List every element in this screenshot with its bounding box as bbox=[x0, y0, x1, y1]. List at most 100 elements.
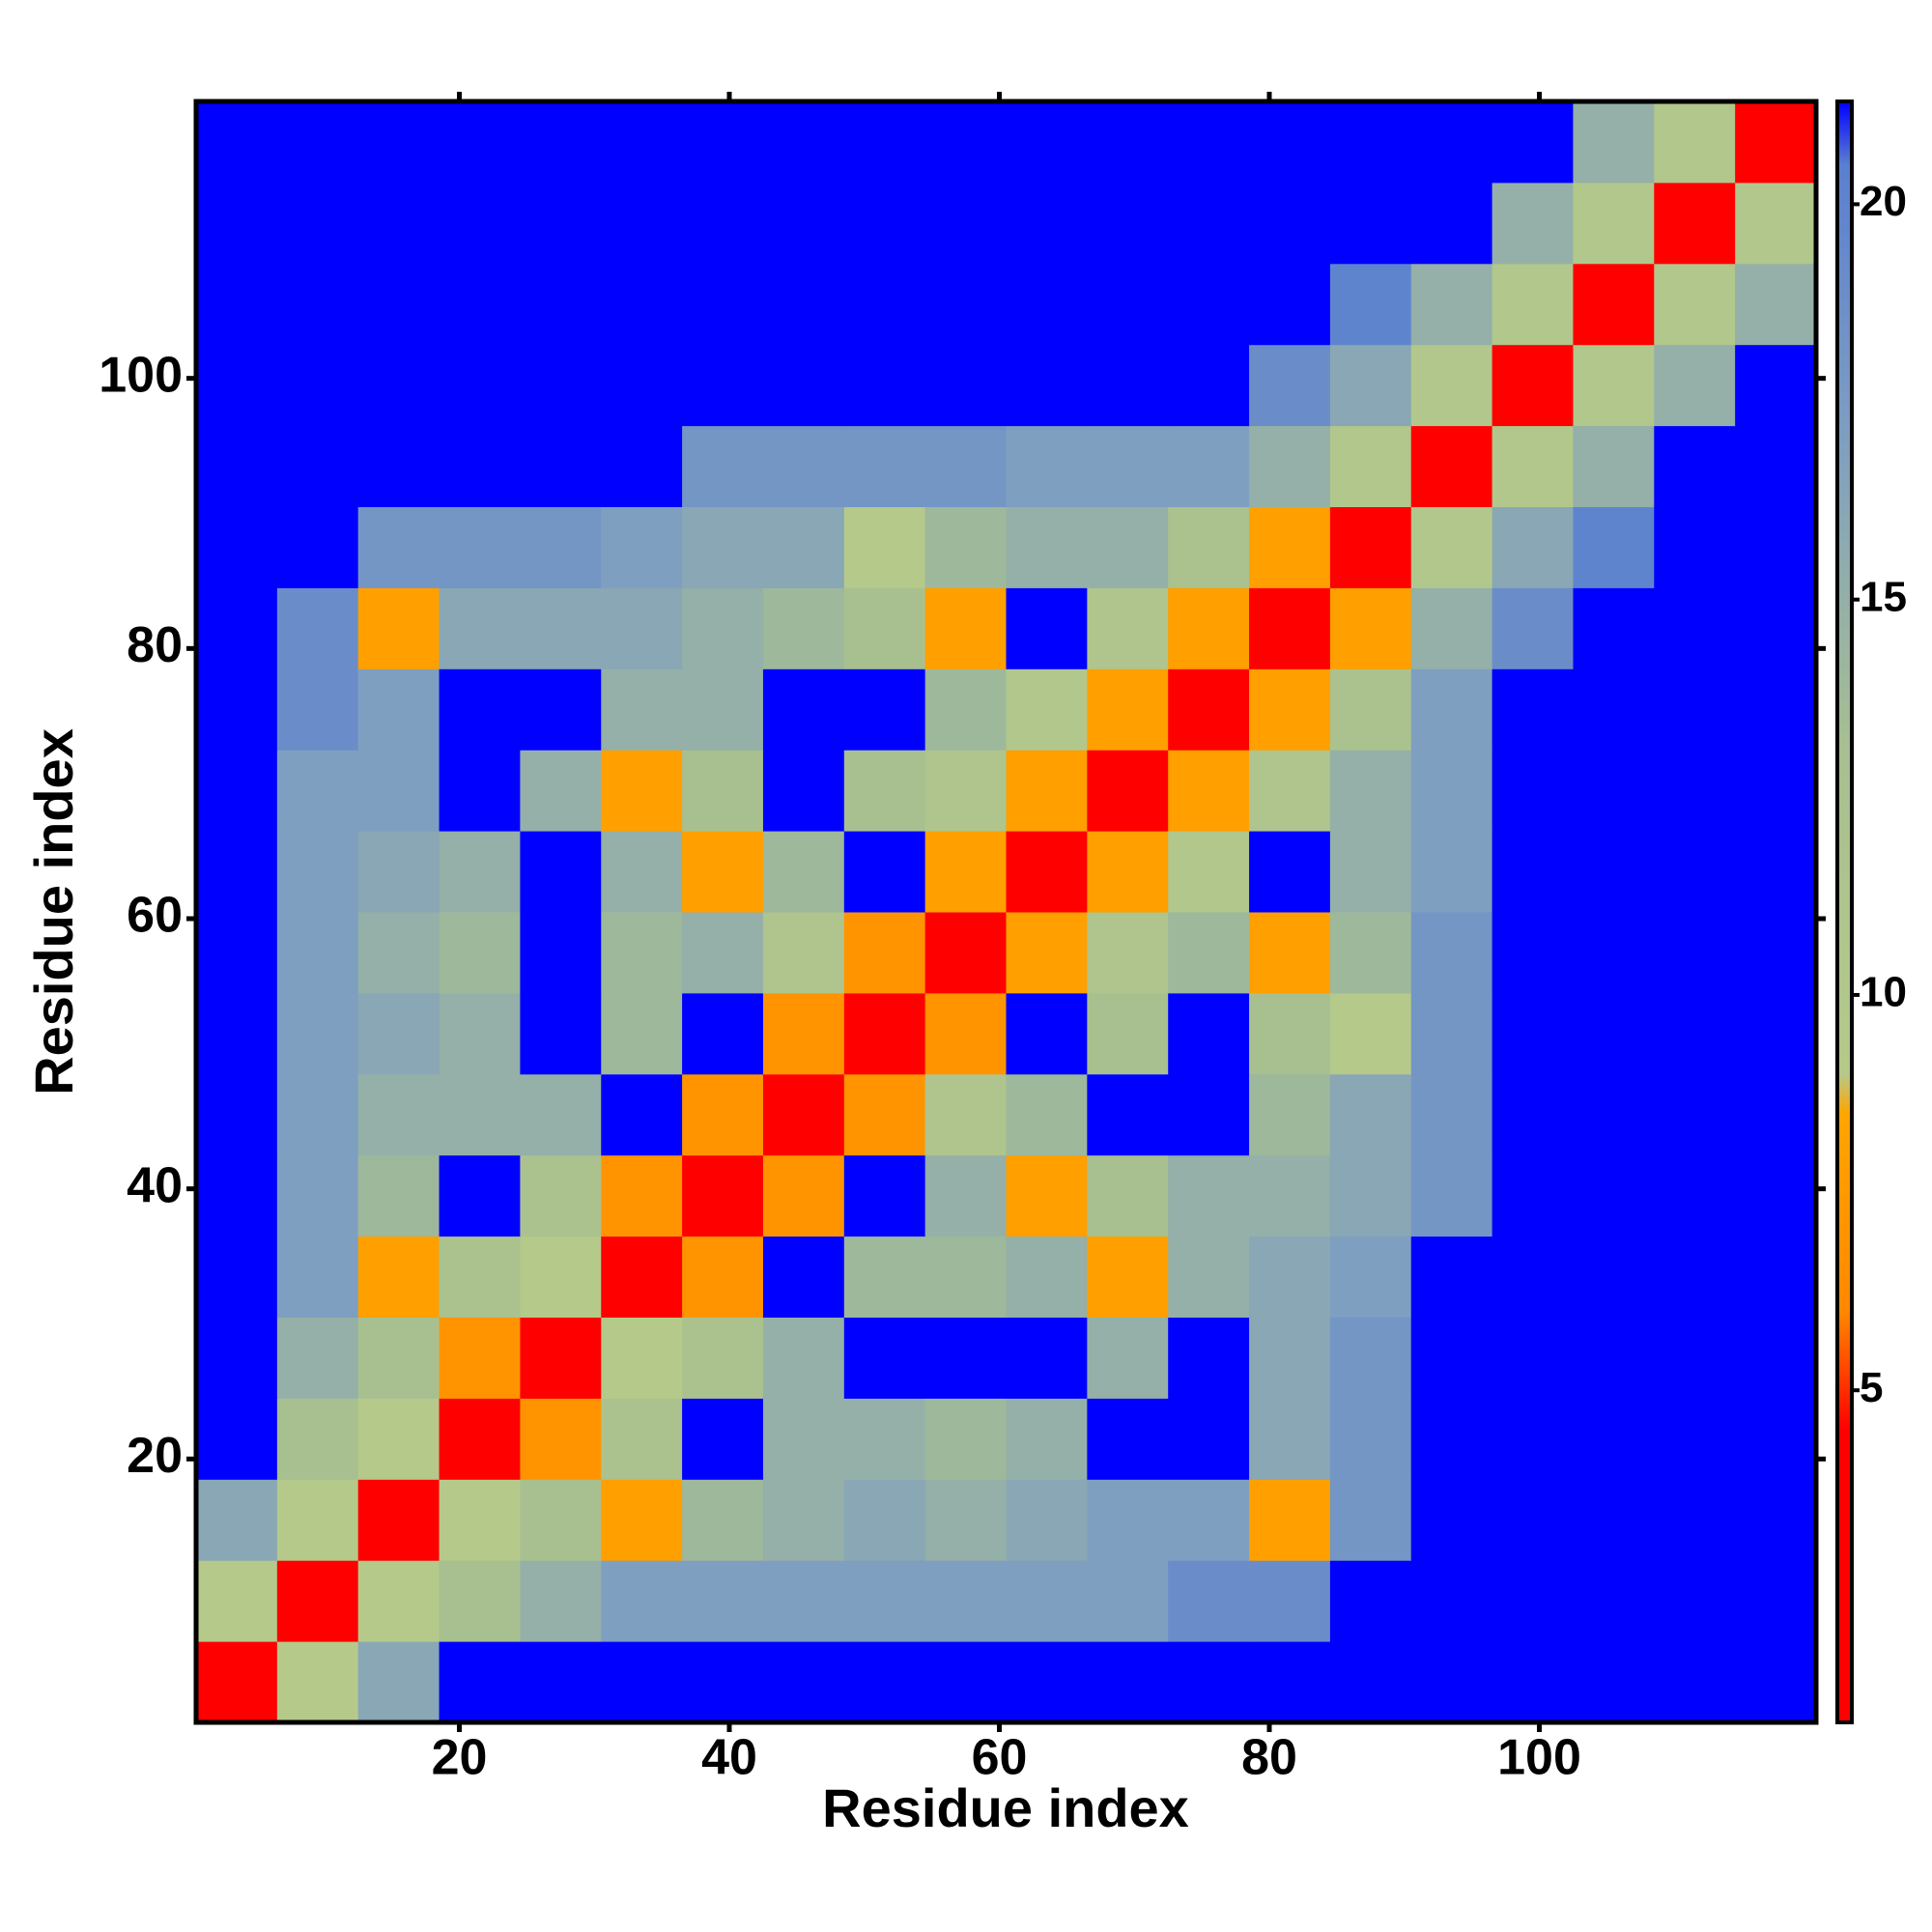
heatmap-cell bbox=[196, 1398, 278, 1480]
heatmap-cell bbox=[682, 425, 764, 507]
heatmap-cell bbox=[276, 1073, 359, 1156]
heatmap-cell bbox=[1087, 992, 1169, 1075]
heatmap-cell bbox=[439, 1479, 521, 1561]
heatmap-cell bbox=[1654, 668, 1736, 751]
heatmap-cell bbox=[357, 1479, 440, 1561]
heatmap-cell bbox=[1329, 506, 1412, 588]
heatmap-cell bbox=[1168, 1560, 1250, 1642]
heatmap-cell bbox=[843, 1560, 926, 1642]
heatmap-cell bbox=[357, 1236, 440, 1318]
heatmap-cell bbox=[520, 1236, 602, 1318]
heatmap-cell bbox=[924, 1479, 1007, 1561]
heatmap-cell bbox=[1087, 587, 1169, 669]
heatmap-cell bbox=[924, 992, 1007, 1075]
heatmap-cell bbox=[1410, 1479, 1493, 1561]
heatmap-cell bbox=[196, 1479, 278, 1561]
heatmap-cell bbox=[1492, 1073, 1574, 1156]
heatmap-cell bbox=[520, 912, 602, 994]
heatmap-cell bbox=[1006, 1560, 1088, 1642]
heatmap-cell bbox=[924, 1073, 1007, 1156]
heatmap-cell bbox=[1735, 182, 1817, 265]
heatmap-cell bbox=[276, 506, 359, 588]
heatmap-cell bbox=[1492, 101, 1574, 184]
heatmap-cell bbox=[1006, 1479, 1088, 1561]
heatmap-cell bbox=[1654, 506, 1736, 588]
heatmap-cell bbox=[1654, 1560, 1736, 1642]
heatmap-cell bbox=[843, 101, 926, 184]
heatmap-cell bbox=[1087, 425, 1169, 507]
heatmap-cell bbox=[1573, 101, 1655, 184]
heatmap-cell bbox=[843, 263, 926, 346]
heatmap-cell bbox=[601, 587, 683, 669]
heatmap-cell bbox=[682, 750, 764, 832]
heatmap-cell bbox=[1329, 101, 1412, 184]
heatmap-cell bbox=[1006, 1073, 1088, 1156]
heatmap-cell bbox=[1168, 668, 1250, 751]
heatmap-cell bbox=[1329, 1398, 1412, 1480]
heatmap-cell bbox=[1329, 263, 1412, 346]
heatmap-cell bbox=[1492, 425, 1574, 507]
heatmap-cell bbox=[1735, 344, 1817, 427]
heatmap-cell bbox=[843, 668, 926, 751]
heatmap-cell bbox=[682, 1641, 764, 1723]
heatmap-cell bbox=[843, 1154, 926, 1237]
heatmap-cell bbox=[1329, 587, 1412, 669]
heatmap-cell bbox=[520, 1073, 602, 1156]
heatmap-cell bbox=[1087, 263, 1169, 346]
y-tick-label: 80 bbox=[127, 617, 183, 673]
heatmap-cell bbox=[1329, 1317, 1412, 1399]
heatmap-cell bbox=[1573, 1479, 1655, 1561]
heatmap-cell bbox=[843, 587, 926, 669]
heatmap-cell bbox=[924, 1154, 1007, 1237]
heatmap-cell bbox=[439, 506, 521, 588]
heatmap-cell bbox=[1735, 992, 1817, 1075]
heatmap-cell bbox=[1006, 425, 1088, 507]
heatmap-cell bbox=[762, 182, 845, 265]
x-tick-label: 20 bbox=[432, 1730, 488, 1786]
heatmap-cell bbox=[1410, 1317, 1493, 1399]
heatmap-cell bbox=[439, 344, 521, 427]
heatmap-cell bbox=[439, 1560, 521, 1642]
heatmap-cell bbox=[843, 1073, 926, 1156]
heatmap-cell bbox=[924, 263, 1007, 346]
heatmap-cell bbox=[682, 912, 764, 994]
heatmap-cell bbox=[1249, 101, 1331, 184]
heatmap-cell bbox=[1654, 344, 1736, 427]
heatmap-cell bbox=[1087, 344, 1169, 427]
heatmap-cell bbox=[1410, 587, 1493, 669]
heatmap-cell bbox=[439, 101, 521, 184]
heatmap-cell bbox=[1168, 1073, 1250, 1156]
heatmap-cell bbox=[843, 912, 926, 994]
heatmap-cell bbox=[1410, 750, 1493, 832]
heatmap-cell bbox=[1735, 1236, 1817, 1318]
heatmap-cell bbox=[1087, 1560, 1169, 1642]
heatmap-cell bbox=[439, 668, 521, 751]
heatmap-cell bbox=[762, 1154, 845, 1237]
colorbar-tick-label: 15 bbox=[1860, 573, 1907, 620]
heatmap-cell bbox=[1654, 263, 1736, 346]
heatmap-cell bbox=[1006, 1398, 1088, 1480]
heatmap-cell bbox=[439, 263, 521, 346]
heatmap-cell bbox=[1492, 587, 1574, 669]
heatmap-cell bbox=[357, 912, 440, 994]
heatmap-cell bbox=[357, 263, 440, 346]
heatmap-cell bbox=[1329, 1479, 1412, 1561]
heatmap-cell bbox=[1329, 992, 1412, 1075]
heatmap-cell bbox=[1735, 506, 1817, 588]
heatmap-cell bbox=[924, 1236, 1007, 1318]
heatmap-cell bbox=[924, 425, 1007, 507]
heatmap-cell bbox=[924, 831, 1007, 913]
heatmap-cell bbox=[601, 344, 683, 427]
heatmap-cell bbox=[1087, 182, 1169, 265]
heatmap-cell bbox=[1087, 831, 1169, 913]
colorbar bbox=[1835, 99, 1854, 1724]
heatmap-cell bbox=[1410, 182, 1493, 265]
heatmap-cell bbox=[1168, 101, 1250, 184]
heatmap-cell bbox=[682, 992, 764, 1075]
heatmap-cell bbox=[1654, 425, 1736, 507]
heatmap-cell bbox=[1249, 344, 1331, 427]
heatmap-cell bbox=[682, 831, 764, 913]
heatmap-cell bbox=[1654, 912, 1736, 994]
heatmap-cell bbox=[843, 1236, 926, 1318]
heatmap-cell bbox=[196, 344, 278, 427]
